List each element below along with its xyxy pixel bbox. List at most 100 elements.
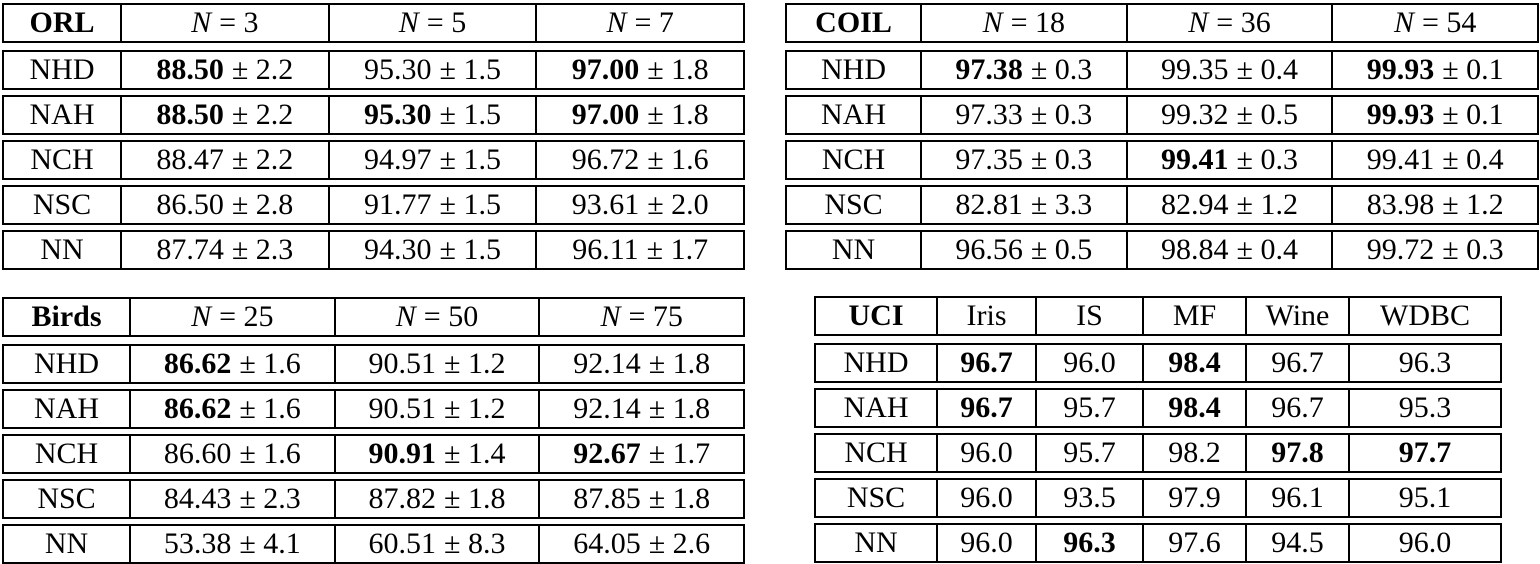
- result-value: 91.77: [364, 188, 432, 221]
- plus-minus-deviation: ± 1.8: [444, 482, 506, 515]
- column-header-cell: IS: [1035, 298, 1142, 334]
- result-value: 92.67: [573, 437, 641, 470]
- table-header-row: ORL N = 3 N = 5 N = 7: [2, 3, 745, 43]
- table-header-row: Birds N = 25 N = 50 N = 75: [2, 297, 745, 337]
- result-cell: 92.67 ± 1.7: [538, 436, 743, 472]
- table-row: NAH 86.62 ± 1.6 90.51 ± 1.2 92.14 ± 1.8: [2, 389, 745, 429]
- math-equals-value: = 50: [423, 300, 479, 333]
- column-header-cell: N = 3: [120, 5, 328, 41]
- result-value: 97.6: [1168, 526, 1221, 559]
- math-variable-n: N: [1188, 6, 1209, 39]
- result-cell: 93.5: [1035, 480, 1142, 516]
- result-value: 84.43: [163, 482, 232, 515]
- result-cell: 96.7: [1245, 390, 1348, 426]
- result-cell: 96.1: [1245, 480, 1348, 516]
- result-cell: 92.14 ± 1.8: [538, 346, 743, 382]
- result-value: 94.97: [364, 143, 432, 176]
- result-value: 95.7: [1063, 436, 1116, 469]
- result-cell: 95.7: [1035, 390, 1142, 426]
- table-title-cell: Birds: [4, 299, 129, 335]
- result-cell: 99.72 ± 0.3: [1331, 232, 1537, 268]
- result-cell: 86.60 ± 1.6: [129, 436, 334, 472]
- result-value: 86.60: [163, 437, 232, 470]
- method-label-cell: NAH: [4, 97, 120, 133]
- result-cell: 96.72 ± 1.6: [535, 142, 743, 178]
- plus-minus-deviation: ± 0.5: [1236, 98, 1298, 131]
- result-value: 92.14: [573, 392, 641, 425]
- plus-minus-deviation: ± 0.3: [1030, 143, 1093, 176]
- result-cell: 96.7: [936, 390, 1035, 426]
- result-cell: 88.50 ± 2.2: [120, 97, 328, 133]
- table-row: NSC 82.81 ± 3.3 82.94 ± 1.2 83.98 ± 1.2: [785, 185, 1539, 225]
- result-cell: 93.61 ± 2.0: [535, 187, 743, 223]
- result-value: 96.7: [960, 346, 1013, 379]
- plus-minus-deviation: ± 2.6: [648, 527, 711, 560]
- method-label: NAH: [843, 391, 909, 424]
- plus-minus-deviation: ± 1.8: [647, 98, 709, 131]
- result-cell: 99.32 ± 0.5: [1125, 97, 1332, 133]
- plus-minus-deviation: ± 1.2: [1442, 188, 1504, 221]
- method-label: NCH: [844, 436, 908, 469]
- plus-minus-deviation: ± 2.3: [231, 233, 294, 266]
- column-header-cell: N = 36: [1125, 5, 1332, 41]
- result-cell: 96.56 ± 0.5: [920, 232, 1126, 268]
- result-value: 96.7: [960, 391, 1013, 424]
- math-equals-value: = 5: [426, 6, 467, 39]
- result-cell: 88.47 ± 2.2: [120, 142, 328, 178]
- result-value: 98.84: [1161, 233, 1229, 266]
- result-value: 96.0: [960, 481, 1013, 514]
- result-value: 99.32: [1161, 98, 1229, 131]
- result-value: 99.41: [1366, 143, 1435, 176]
- plus-minus-deviation: ± 2.2: [231, 53, 294, 86]
- column-header-cell: N = 75: [538, 299, 743, 335]
- result-cell: 99.41 ± 0.4: [1331, 142, 1537, 178]
- method-label: NN: [40, 233, 84, 266]
- plus-minus-deviation: ± 8.3: [444, 527, 506, 560]
- column-header-label: IS: [1076, 299, 1103, 332]
- column-header-cell: Iris: [936, 298, 1035, 334]
- result-value: 90.91: [368, 437, 437, 470]
- result-cell: 97.6: [1142, 525, 1245, 561]
- result-value: 96.11: [572, 233, 639, 266]
- method-label: NHD: [29, 53, 95, 86]
- column-header-cell: MF: [1142, 298, 1245, 334]
- result-value: 99.93: [1366, 98, 1435, 131]
- result-value: 97.00: [571, 98, 640, 131]
- result-cell: 91.77 ± 1.5: [327, 187, 536, 223]
- table-title-cell: UCI: [816, 298, 936, 334]
- method-label: NCH: [30, 143, 94, 176]
- math-variable-n: N: [606, 6, 627, 39]
- table-title: Birds: [31, 300, 102, 333]
- math-variable-n: N: [398, 6, 419, 39]
- result-cell: 98.2: [1142, 435, 1245, 471]
- plus-minus-deviation: ± 1.2: [444, 392, 506, 425]
- method-label-cell: NN: [816, 525, 936, 561]
- plus-minus-deviation: ± 0.4: [1442, 143, 1504, 176]
- table-row: NN 96.0 96.3 97.6 94.5 96.0: [814, 523, 1502, 563]
- math-variable-n: N: [395, 300, 416, 333]
- method-label: NCH: [34, 437, 99, 470]
- column-header-cell: N = 7: [535, 5, 743, 41]
- result-cell: 88.50 ± 2.2: [120, 52, 328, 88]
- method-label-cell: NSC: [4, 481, 129, 517]
- result-value: 90.51: [368, 347, 437, 380]
- result-value: 96.7: [1271, 346, 1324, 379]
- result-value: 96.1: [1271, 481, 1324, 514]
- method-label-cell: NCH: [4, 436, 129, 472]
- plus-minus-deviation: ± 1.8: [647, 53, 709, 86]
- column-header-cell: WDBC: [1348, 298, 1500, 334]
- plus-minus-deviation: ± 0.4: [1236, 53, 1298, 86]
- result-value: 60.51: [368, 527, 437, 560]
- plus-minus-deviation: ± 1.6: [239, 347, 301, 380]
- result-value: 87.82: [368, 482, 437, 515]
- result-cell: 86.62 ± 1.6: [129, 346, 334, 382]
- result-value: 87.74: [156, 233, 224, 266]
- method-label: NAH: [34, 392, 99, 425]
- column-header-label: MF: [1172, 299, 1217, 332]
- result-cell: 82.94 ± 1.2: [1125, 187, 1332, 223]
- result-cell: 97.00 ± 1.8: [535, 97, 743, 133]
- result-value: 98.4: [1168, 391, 1221, 424]
- result-value: 64.05: [573, 527, 641, 560]
- result-cell: 95.30 ± 1.5: [327, 52, 536, 88]
